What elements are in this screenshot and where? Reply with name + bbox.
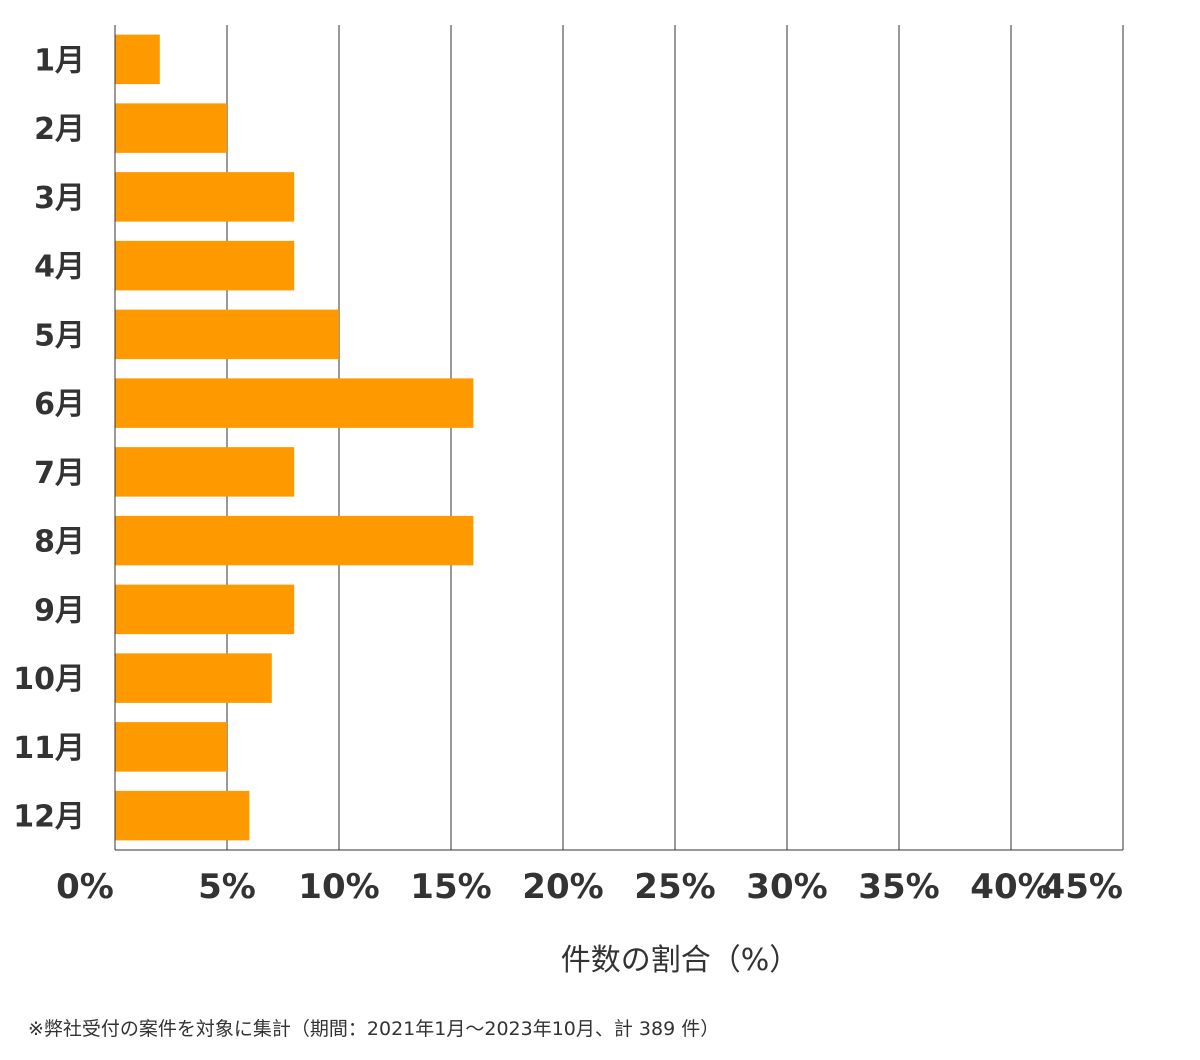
- category-label: 4月: [34, 250, 85, 285]
- category-label: 2月: [34, 112, 85, 147]
- category-label: 7月: [34, 456, 85, 491]
- category-label: 8月: [34, 525, 85, 560]
- footnote: ※弊社受付の案件を対象に集計（期間：2021年1月～2023年10月、計 389…: [28, 1018, 720, 1040]
- category-label: 11月: [13, 731, 85, 766]
- bar: [115, 515, 474, 566]
- x-tick-label: 30%: [746, 867, 827, 907]
- bar: [115, 240, 295, 291]
- bar: [115, 653, 272, 703]
- bar-chart: 1月 2月 3月 4月 5月 6月 7月 8月 9月 10月 11月 12月 0% 5% 10% 15% 20%…: [13, 25, 1124, 907]
- x-tick-label: 20%: [522, 867, 603, 907]
- x-tick-label: 40%: [970, 867, 1051, 907]
- category-label: 10月: [13, 662, 85, 697]
- bar: [115, 103, 227, 153]
- x-tick-label: 0%: [56, 867, 114, 907]
- bar: [115, 584, 295, 635]
- bar: [115, 34, 160, 85]
- x-tick-label: 25%: [634, 867, 715, 907]
- bar: [115, 309, 339, 360]
- category-label: 12月: [13, 800, 85, 835]
- x-tick-label: 10%: [298, 867, 379, 907]
- bar: [115, 722, 227, 772]
- x-tick-label: 15%: [410, 867, 491, 907]
- category-label: 9月: [34, 593, 85, 628]
- bar: [115, 790, 250, 841]
- x-tick-label: 5%: [198, 867, 256, 907]
- bar: [115, 378, 474, 428]
- category-label: 5月: [34, 318, 85, 353]
- x-tick-label: 45%: [1042, 867, 1123, 907]
- category-label: 1月: [34, 43, 85, 78]
- bar: [115, 172, 295, 222]
- x-tick-label: 35%: [858, 867, 939, 907]
- x-axis-title: 件数の割合（%）: [560, 943, 800, 978]
- category-label: 3月: [34, 181, 85, 216]
- category-label: 6月: [34, 387, 85, 422]
- bar: [115, 447, 295, 497]
